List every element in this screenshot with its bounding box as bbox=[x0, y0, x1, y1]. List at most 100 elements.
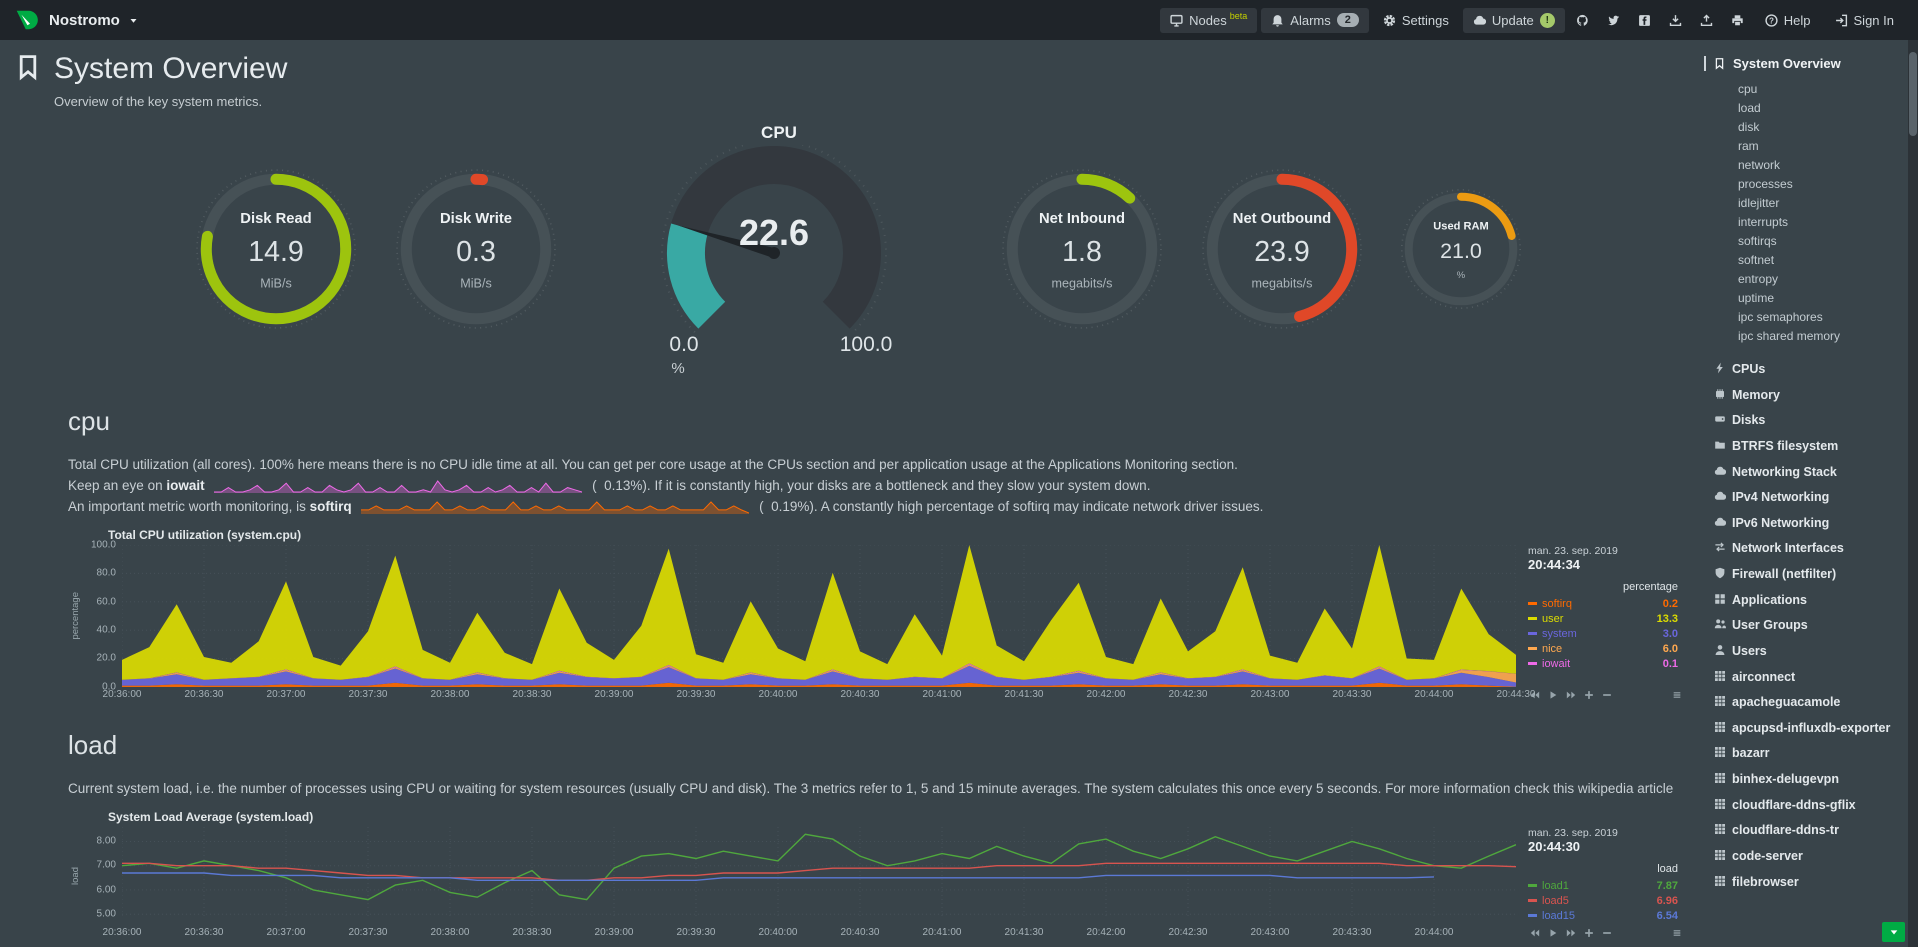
sidebar-item-network-interfaces[interactable]: Network Interfaces bbox=[1714, 536, 1904, 562]
legend-item-nice[interactable]: nice 6.0 bbox=[1528, 643, 1678, 655]
alarms-label: Alarms bbox=[1290, 12, 1331, 28]
sidebar-item-firewall-netfilter[interactable]: Firewall (netfilter) bbox=[1714, 562, 1904, 588]
twitter-button[interactable] bbox=[1600, 9, 1627, 32]
sidebar-item-btrfs-filesystem[interactable]: BTRFS filesystem bbox=[1714, 434, 1904, 460]
sidebar-item-disk[interactable]: disk bbox=[1738, 119, 1760, 134]
pan-backward-button[interactable] bbox=[1530, 928, 1540, 938]
softirq-sparkline bbox=[361, 499, 750, 515]
sidebar-item-idlejitter[interactable]: idlejitter bbox=[1738, 195, 1780, 210]
sidebar-item-airconnect[interactable]: airconnect bbox=[1714, 665, 1904, 691]
alarms-button[interactable]: Alarms 2 bbox=[1261, 7, 1369, 33]
x-tick-label: 20:40:00 bbox=[758, 926, 798, 938]
sign-in-button[interactable]: Sign In bbox=[1825, 8, 1904, 33]
import-button[interactable] bbox=[1662, 9, 1689, 32]
pan-forward-button[interactable] bbox=[1566, 690, 1576, 700]
facebook-button[interactable] bbox=[1631, 9, 1658, 32]
sidebar-item-memory[interactable]: Memory bbox=[1714, 383, 1904, 409]
gauge-net-inbound[interactable]: Net Inbound 1.8 megabits/s bbox=[998, 165, 1166, 338]
page-title: System Overview bbox=[54, 52, 288, 85]
scroll-bottom-button[interactable] bbox=[1882, 922, 1905, 942]
update-button[interactable]: Update ! bbox=[1462, 7, 1565, 33]
sidebar-item-cloudflare-ddns-tr[interactable]: cloudflare-ddns-tr bbox=[1714, 818, 1904, 844]
sidebar-item-binhex-delugevpn[interactable]: binhex-delugevpn bbox=[1714, 767, 1904, 793]
sidebar-item-cpus[interactable]: CPUs bbox=[1714, 357, 1904, 383]
sidebar-item-users[interactable]: Users bbox=[1714, 639, 1904, 665]
zoom-in-button[interactable] bbox=[1584, 690, 1594, 700]
sidebar-item-softnet[interactable]: softnet bbox=[1738, 252, 1775, 267]
gauge-net-outbound[interactable]: Net Outbound 23.9 megabits/s bbox=[1198, 165, 1366, 338]
sidebar-item-applications[interactable]: Applications bbox=[1714, 588, 1904, 614]
gauge-used-ram[interactable]: Used RAM 21.0% bbox=[1398, 186, 1524, 317]
legend-item-system[interactable]: system 3.0 bbox=[1528, 628, 1678, 640]
sidebar-item-ipv6-networking[interactable]: IPv6 Networking bbox=[1714, 511, 1904, 537]
play-button[interactable] bbox=[1548, 690, 1558, 700]
nodes-button[interactable]: Nodes beta bbox=[1160, 7, 1258, 33]
legend-item-iowait[interactable]: iowait 0.1 bbox=[1528, 658, 1678, 670]
sidebar-item-networking-stack[interactable]: Networking Stack bbox=[1714, 460, 1904, 486]
legend-name: load5 bbox=[1542, 894, 1569, 907]
users-icon bbox=[1714, 618, 1732, 634]
pan-forward-button[interactable] bbox=[1566, 928, 1576, 938]
gauge-disk-read[interactable]: Disk Read 14.9 MiB/s bbox=[192, 165, 360, 338]
y-tick-label: 5.00 bbox=[96, 908, 116, 920]
sidebar-item-load[interactable]: load bbox=[1738, 100, 1761, 115]
sidebar-item-bazarr[interactable]: bazarr bbox=[1714, 741, 1904, 767]
node-selector[interactable]: Nostromo bbox=[14, 7, 138, 33]
question-icon: ? bbox=[1765, 13, 1778, 27]
zoom-out-button[interactable] bbox=[1602, 690, 1612, 700]
legend-item-load1[interactable]: load1 7.87 bbox=[1528, 880, 1678, 892]
sidebar-item-processes[interactable]: processes bbox=[1738, 176, 1793, 191]
sidebar-item-network[interactable]: network bbox=[1738, 157, 1781, 172]
sidebar-item-entropy[interactable]: entropy bbox=[1738, 271, 1779, 286]
svg-text:1.8: 1.8 bbox=[1062, 236, 1102, 268]
sidebar-item-ram[interactable]: ram bbox=[1738, 138, 1759, 153]
sidebar-item-cloudflare-ddns-gflix[interactable]: cloudflare-ddns-gflix bbox=[1714, 793, 1904, 819]
sidebar-item-filebrowser[interactable]: filebrowser bbox=[1714, 870, 1904, 896]
sidebar-item-uptime[interactable]: uptime bbox=[1738, 290, 1775, 305]
sidebar-item-ipc-semaphores[interactable]: ipc semaphores bbox=[1738, 309, 1823, 324]
gauge-cpu[interactable]: CPU 22.6 0.0 100.0% bbox=[634, 123, 924, 380]
x-tick-label: 20:38:30 bbox=[512, 926, 552, 938]
legend-item-user[interactable]: user 13.3 bbox=[1528, 613, 1678, 625]
beta-badge: beta bbox=[1229, 10, 1248, 21]
help-button[interactable]: ? Help bbox=[1755, 8, 1821, 33]
chart-plot-area[interactable] bbox=[122, 544, 1516, 687]
sidebar-item-interrupts[interactable]: interrupts bbox=[1738, 214, 1789, 229]
legend-item-softirq[interactable]: softirq 0.2 bbox=[1528, 598, 1678, 610]
gauge-disk-write[interactable]: Disk Write 0.3 MiB/s bbox=[392, 165, 560, 338]
sidebar-item-apcupsd-influxdb-exporter[interactable]: apcupsd-influxdb-exporter bbox=[1714, 716, 1904, 742]
chart-legend: man. 23. sep. 2019 20:44:34 percentage s… bbox=[1516, 545, 1684, 687]
sidebar-item-apacheguacamole[interactable]: apacheguacamole bbox=[1714, 690, 1904, 716]
play-button[interactable] bbox=[1548, 928, 1558, 938]
sidebar-item-cpu[interactable]: cpu bbox=[1738, 81, 1758, 96]
y-tick-label: 60.0 bbox=[96, 596, 116, 608]
cpu-description-text: Total CPU utilization (all cores). 100% … bbox=[68, 457, 1238, 472]
sidebar-item-system-overview[interactable]: System Overview bbox=[1704, 56, 1904, 71]
scrollbar-thumb[interactable] bbox=[1909, 52, 1917, 136]
resize-handle[interactable] bbox=[1672, 690, 1682, 700]
zoom-in-button[interactable] bbox=[1584, 928, 1594, 938]
print-button[interactable] bbox=[1724, 9, 1751, 32]
legend-item-load15[interactable]: load15 6.54 bbox=[1528, 910, 1678, 922]
github-button[interactable] bbox=[1569, 9, 1596, 32]
sidebar-item-ipv4-networking[interactable]: IPv4 Networking bbox=[1714, 485, 1904, 511]
legend-value: 6.0 bbox=[1662, 642, 1678, 655]
zoom-out-button[interactable] bbox=[1602, 928, 1612, 938]
sidebar-item-label: Disks bbox=[1732, 413, 1766, 428]
svg-text:Used RAM: Used RAM bbox=[1433, 220, 1488, 232]
sidebar-item-user-groups[interactable]: User Groups bbox=[1714, 613, 1904, 639]
export-button[interactable] bbox=[1693, 9, 1720, 32]
legend-item-load5[interactable]: load5 6.96 bbox=[1528, 895, 1678, 907]
pan-backward-button[interactable] bbox=[1530, 690, 1540, 700]
sidebar-item-code-server[interactable]: code-server bbox=[1714, 844, 1904, 870]
wikipedia-link[interactable]: wikipedia article bbox=[1577, 780, 1674, 796]
resize-handle[interactable] bbox=[1672, 928, 1682, 938]
navbar: Nostromo Nodes beta Alarms 2 Settings Up… bbox=[0, 0, 1918, 40]
settings-button[interactable]: Settings bbox=[1373, 8, 1459, 33]
sidebar-item-softirqs[interactable]: softirqs bbox=[1738, 233, 1777, 248]
sidebar-item-disks[interactable]: Disks bbox=[1714, 408, 1904, 434]
sidebar-scrollbar[interactable] bbox=[1908, 40, 1918, 947]
chart-plot-area[interactable] bbox=[122, 826, 1516, 919]
x-tick-label: 20:42:00 bbox=[1086, 926, 1126, 938]
sidebar-item-ipc-shared-memory[interactable]: ipc shared memory bbox=[1738, 328, 1841, 343]
